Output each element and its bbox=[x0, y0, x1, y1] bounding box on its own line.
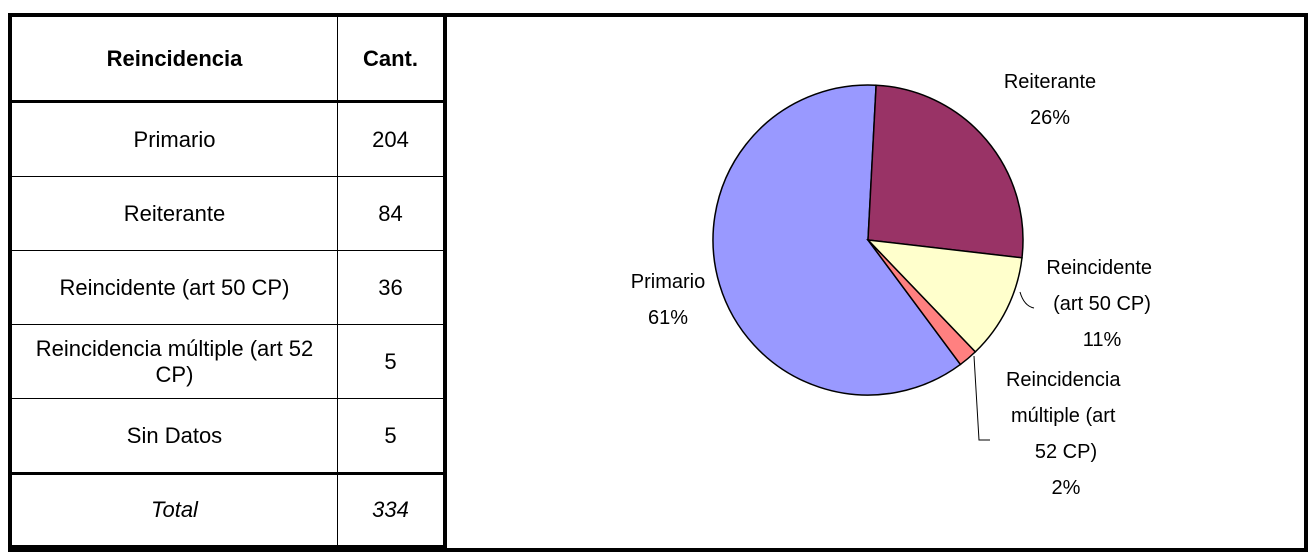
data-table: Reincidencia Cant. Primario 204 Reiterante 84… bbox=[8, 13, 447, 549]
slice-label: Reincidencia múltiple (art 52 CP) bbox=[1006, 369, 1126, 463]
pie-slice bbox=[712, 84, 962, 396]
slice-label: Reincidente (art 50 CP) bbox=[1046, 257, 1157, 315]
table-cell: Cant. bbox=[337, 14, 446, 103]
table-cell: Reincidencia múltiple (art 52 CP) bbox=[9, 324, 338, 399]
pie-slice bbox=[867, 84, 1024, 259]
table-cell: Reincidencia bbox=[9, 14, 338, 103]
table-row: Reiterante 84 bbox=[9, 176, 446, 251]
table-cell: 36 bbox=[337, 250, 446, 325]
slice-label: Reiterante bbox=[1004, 71, 1096, 93]
table-cell: Primario bbox=[9, 101, 338, 177]
table-row: Total 334 bbox=[9, 472, 446, 548]
table-row: Primario 204 bbox=[9, 101, 446, 177]
table-row: Reincidencia múltiple (art 52 CP) 5 bbox=[9, 324, 446, 399]
table-row: Sin Datos 5 bbox=[9, 398, 446, 474]
leader-line bbox=[1019, 291, 1035, 309]
pie-slice bbox=[866, 239, 1023, 353]
table-row: Reincidente (art 50 CP) 36 bbox=[9, 250, 446, 325]
slice-value-label: 26% bbox=[1030, 107, 1070, 129]
slice-label: Primario bbox=[631, 271, 705, 293]
table-cell: 334 bbox=[337, 472, 446, 548]
table-cell: Total bbox=[9, 472, 338, 548]
table-row: Reincidencia Cant. bbox=[9, 14, 446, 103]
leader-line bbox=[973, 355, 990, 441]
table-cell: Reincidente (art 50 CP) bbox=[9, 250, 338, 325]
table-cell: 5 bbox=[337, 398, 446, 474]
slice-value-label: 11% bbox=[1083, 329, 1122, 351]
slice-value-label: 2% bbox=[1052, 477, 1081, 499]
table-cell: 84 bbox=[337, 176, 446, 251]
table-cell: 204 bbox=[337, 101, 446, 177]
table-cell: Sin Datos bbox=[9, 398, 338, 474]
pie-slice bbox=[867, 239, 977, 366]
slice-value-label: 61% bbox=[648, 307, 688, 329]
table-cell: Reiterante bbox=[9, 176, 338, 251]
